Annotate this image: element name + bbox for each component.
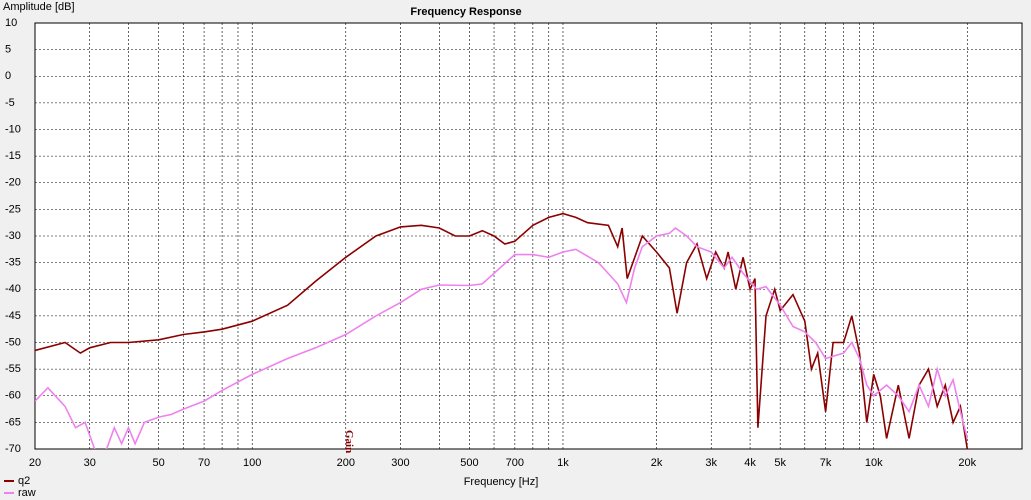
- y-tick-label: 0: [5, 70, 11, 82]
- y-tick-label: -25: [5, 203, 21, 215]
- series-line: [35, 212, 969, 449]
- chart-title: Frequency Response: [410, 6, 521, 18]
- x-tick-label: 20: [29, 457, 41, 469]
- x-tick-label: 50: [153, 457, 165, 469]
- x-tick-label: 2k: [651, 457, 663, 469]
- x-tick-label: 200: [337, 457, 355, 469]
- y-tick-label: -55: [5, 363, 21, 375]
- legend-label: raw: [18, 487, 36, 499]
- series-line: [35, 226, 969, 449]
- y-tick-label: -40: [5, 283, 21, 295]
- y-tick-label: -35: [5, 257, 21, 269]
- x-tick-label: 500: [460, 457, 478, 469]
- y-tick-label: -20: [5, 177, 21, 189]
- x-axis-label: Frequency [Hz]: [464, 476, 539, 488]
- x-tick-label: 70: [198, 457, 210, 469]
- lines: [35, 212, 969, 449]
- x-tick-label: 4k: [744, 457, 756, 469]
- y-tick-label: 10: [5, 17, 17, 29]
- y-tick-label: -70: [5, 443, 21, 455]
- y-tick-label: -30: [5, 230, 21, 242]
- x-tick-label: 10k: [865, 457, 883, 469]
- x-tick-label: 700: [506, 457, 524, 469]
- x-tick-label: 20k: [958, 457, 976, 469]
- legend-label: q2: [18, 475, 30, 487]
- x-tick-label: 30: [84, 457, 96, 469]
- x-tick-label: 100: [243, 457, 261, 469]
- x-tick-label: 1k: [557, 457, 569, 469]
- y-tick-label: -60: [5, 390, 21, 402]
- x-tick-label: 5k: [774, 457, 786, 469]
- y-tick-label: 5: [5, 44, 11, 56]
- y-tick-label: -15: [5, 150, 21, 162]
- x-tick-label: 3k: [705, 457, 717, 469]
- x-tick-label: 300: [391, 457, 409, 469]
- y-axis-label: Amplitude [dB]: [3, 1, 75, 13]
- x-tick-label: 7k: [820, 457, 832, 469]
- grid: [34, 22, 1022, 450]
- y-tick-label: -5: [5, 97, 15, 109]
- y-tick-label: -65: [5, 416, 21, 428]
- y-tick-label: -45: [5, 310, 21, 322]
- y-tick-label: -10: [5, 123, 21, 135]
- annotation: Gain: [343, 430, 355, 453]
- y-tick-label: -50: [5, 336, 21, 348]
